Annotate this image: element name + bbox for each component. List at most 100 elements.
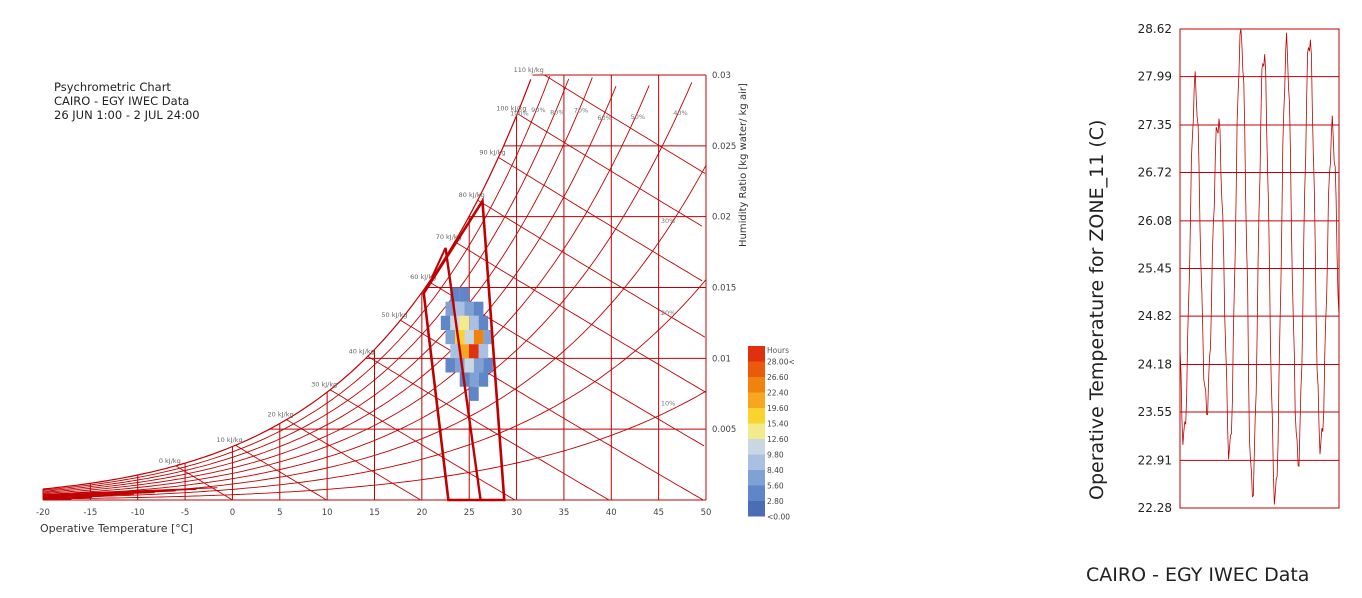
comfort-zone-inner-line bbox=[444, 247, 482, 501]
psy-title-line-2: CAIRO - EGY IWEC Data bbox=[54, 94, 190, 108]
x-tick-label: 20 bbox=[416, 508, 427, 518]
x-tick-label: -20 bbox=[36, 508, 50, 518]
legend-value: 22.40 bbox=[767, 389, 789, 398]
x-tick-label: -5 bbox=[181, 508, 189, 518]
enthalpy-line bbox=[367, 356, 610, 501]
psychrometric-title: Psychrometric Chart CAIRO - EGY IWEC Dat… bbox=[54, 80, 200, 122]
enthalpy-line bbox=[286, 419, 421, 501]
enthalpy-label: 60 kJ/kg bbox=[410, 273, 436, 281]
temperature-chart: 22.28 22.91 23.55 24.18 24.82 25.45 26.08 26.72… bbox=[1138, 22, 1340, 515]
heatmap-cell bbox=[445, 330, 455, 345]
temperature-tick-label: 26.08 bbox=[1138, 214, 1172, 228]
temperature-series-line bbox=[1179, 28, 1340, 505]
legend-swatch bbox=[748, 454, 765, 470]
legend-title: Hours bbox=[767, 346, 789, 355]
heatmap-cell bbox=[478, 315, 489, 330]
legend-swatch bbox=[748, 392, 765, 408]
legend-value: 26.60 bbox=[767, 373, 789, 382]
heatmap-cell bbox=[445, 301, 455, 316]
rh-label: 80% bbox=[550, 108, 564, 116]
heatmap-cell bbox=[473, 358, 484, 373]
enthalpy-label: 110 kJ/kg bbox=[514, 66, 544, 74]
temperature-tick-label: 24.18 bbox=[1138, 357, 1172, 371]
enthalpy-line bbox=[329, 389, 516, 501]
rh-label: 70% bbox=[574, 107, 588, 115]
comfort-zone-polygon bbox=[422, 197, 506, 502]
heatmap-cell bbox=[455, 358, 465, 373]
heatmap-cell bbox=[464, 358, 474, 373]
heatmap-cell bbox=[478, 372, 489, 387]
temperature-tick-label: 26.72 bbox=[1138, 166, 1172, 180]
comfort-zone-edge bbox=[430, 247, 447, 279]
rh-curve bbox=[42, 85, 650, 495]
psy-x-axis-label: Operative Temperature [°C] bbox=[40, 522, 193, 535]
enthalpy-label: 20 kJ/kg bbox=[268, 411, 294, 419]
psychrometric-chart: -20 -15 -10 -5 0 5 10 15 20 25 30 35 40 45 50 0.005 0.01… bbox=[36, 66, 795, 522]
rh-label: 40% bbox=[673, 109, 687, 117]
y-tick-label: 0.015 bbox=[712, 284, 736, 294]
enthalpy-line bbox=[175, 465, 233, 501]
legend-swatch bbox=[748, 423, 765, 439]
legend-swatch bbox=[748, 501, 765, 517]
enthalpy-label: 100 kJ/kg bbox=[496, 105, 526, 113]
rh-curve bbox=[42, 82, 693, 497]
heatmap-cell bbox=[459, 287, 470, 302]
legend-value: 15.40 bbox=[767, 420, 789, 429]
y-tick-label: 0.025 bbox=[712, 142, 736, 152]
heatmap-cell bbox=[464, 301, 474, 316]
psy-grid bbox=[42, 74, 707, 501]
heatmap-cell bbox=[455, 301, 465, 316]
x-tick-label: 35 bbox=[559, 508, 570, 518]
legend-value: 28.00< bbox=[767, 358, 795, 367]
heatmap-cell bbox=[483, 358, 493, 373]
heatmap-cell bbox=[469, 344, 479, 359]
temperature-tick-label: 23.55 bbox=[1138, 405, 1172, 419]
legend-value: <0.00 bbox=[767, 513, 790, 522]
x-tick-label: -15 bbox=[83, 508, 97, 518]
heatmap-cell bbox=[483, 330, 493, 345]
legend-value: 2.80 bbox=[767, 497, 784, 506]
heatmap-cell bbox=[473, 330, 484, 345]
legend-value: 9.80 bbox=[767, 451, 784, 460]
rh-label: 30% bbox=[661, 217, 675, 225]
psy-origin-line bbox=[42, 492, 155, 498]
enthalpy-line bbox=[498, 157, 703, 282]
y-tick-label: 0.03 bbox=[712, 71, 731, 81]
temperature-y-axis-label: Operative Temperature for ZONE_11 (C) bbox=[1086, 119, 1108, 500]
heatmap-cell bbox=[459, 344, 470, 359]
legend-swatch bbox=[748, 485, 765, 501]
temperature-tick-label: 22.28 bbox=[1138, 501, 1172, 515]
heatmap-cell bbox=[450, 344, 460, 359]
rh-label: 50% bbox=[631, 113, 645, 121]
legend-swatch bbox=[748, 408, 765, 424]
rh-curve bbox=[42, 75, 551, 491]
psy-origin-line bbox=[42, 487, 218, 495]
location-footer: CAIRO - EGY IWEC Data bbox=[1086, 564, 1310, 586]
x-tick-label: 45 bbox=[653, 508, 664, 518]
enthalpy-label: 70 kJ/kg bbox=[436, 233, 462, 241]
legend-swatch bbox=[748, 361, 765, 377]
legend-swatch bbox=[748, 439, 765, 455]
enthalpy-label: 40 kJ/kg bbox=[349, 347, 375, 355]
heatmap-cell bbox=[440, 315, 451, 330]
rh-curve bbox=[42, 86, 617, 494]
temperature-tick-label: 28.62 bbox=[1138, 22, 1172, 36]
enthalpy-label: 50 kJ/kg bbox=[381, 311, 407, 319]
heatmap-cell bbox=[478, 344, 489, 359]
temperature-tick-label: 27.35 bbox=[1138, 118, 1172, 132]
enthalpy-line bbox=[534, 74, 706, 174]
rh-label: 90% bbox=[531, 106, 545, 114]
temperature-tick-label: 25.45 bbox=[1138, 262, 1172, 276]
rh-label: 100% bbox=[510, 110, 529, 118]
x-tick-label: 30 bbox=[511, 508, 522, 518]
heatmap-cell bbox=[464, 330, 474, 345]
temperature-tick-label: 24.82 bbox=[1138, 309, 1172, 323]
x-tick-label: 50 bbox=[701, 508, 712, 518]
heatmap-cell bbox=[459, 315, 470, 330]
enthalpy-line bbox=[454, 241, 706, 393]
psy-origin-line bbox=[42, 490, 176, 497]
enthalpy-label: 30 kJ/kg bbox=[311, 381, 337, 389]
enthalpy-line bbox=[477, 199, 706, 338]
psy-title-line-3: 26 JUN 1:00 - 2 JUL 24:00 bbox=[54, 108, 200, 122]
y-tick-label: 0.02 bbox=[712, 213, 731, 223]
